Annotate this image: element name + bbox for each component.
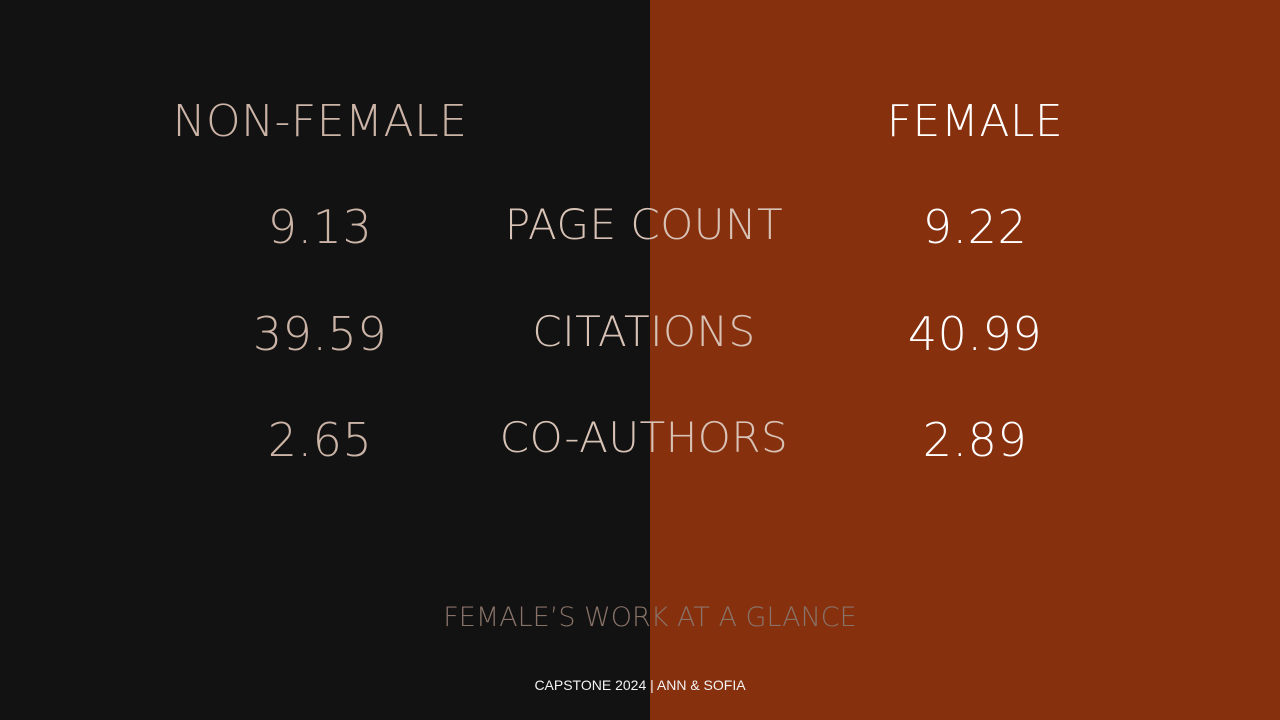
slide-subtitle: FEMALE’S WORK AT A GLANCE [443,602,857,633]
slide-footer: CAPSTONE 2024 | ANN & SOFIA [534,677,746,693]
non-female-heading: NON-FEMALE [172,96,468,147]
non-female-page-count: 9.13 [267,200,373,254]
female-heading: FEMALE [886,96,1064,147]
page-count-label: PAGE COUNT [504,200,784,249]
non-female-citations: 39.59 [252,307,388,361]
co-authors-label: CO-AUTHORS [499,413,789,462]
female-co-authors: 2.89 [922,413,1028,467]
citations-label: CITATIONS [532,307,756,356]
left-panel-background [0,0,650,720]
non-female-co-authors: 2.65 [267,413,373,467]
right-panel-background [650,0,1280,720]
female-citations: 40.99 [907,307,1043,361]
female-page-count: 9.22 [922,200,1028,254]
